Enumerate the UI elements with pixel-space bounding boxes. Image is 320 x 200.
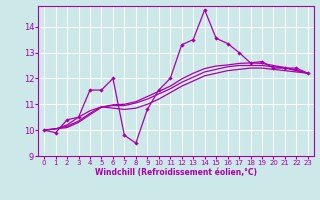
X-axis label: Windchill (Refroidissement éolien,°C): Windchill (Refroidissement éolien,°C) — [95, 168, 257, 177]
